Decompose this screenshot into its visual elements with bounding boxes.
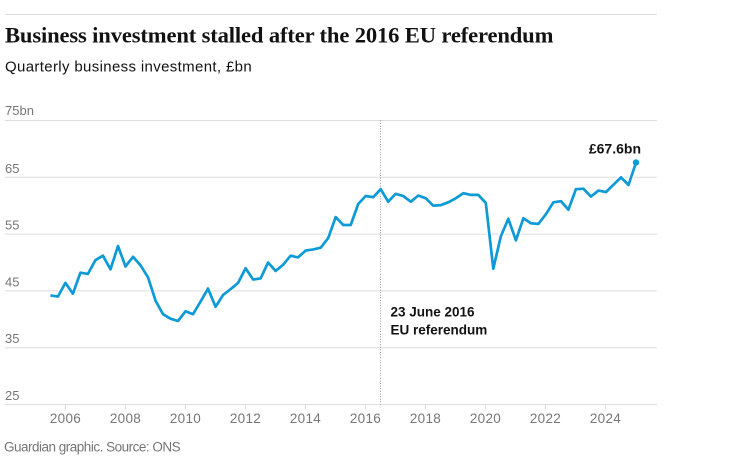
svg-text:25: 25 [5,388,19,403]
svg-text:2018: 2018 [410,411,441,426]
svg-text:Quarterly business investment,: Quarterly business investment, £bn [5,59,252,76]
svg-text:2022: 2022 [530,411,561,426]
svg-text:2024: 2024 [590,411,621,426]
svg-text:2020: 2020 [470,411,501,426]
svg-text:2012: 2012 [230,411,261,426]
svg-text:65: 65 [5,161,19,176]
svg-text:45: 45 [5,274,19,289]
svg-text:55: 55 [5,218,19,233]
svg-text:75bn: 75bn [5,103,34,118]
svg-text:23 June 2016: 23 June 2016 [391,304,476,319]
svg-text:2016: 2016 [350,411,381,426]
svg-text:£67.6bn: £67.6bn [589,140,641,156]
svg-text:Guardian graphic. Source: ONS: Guardian graphic. Source: ONS [4,440,181,455]
svg-text:35: 35 [5,331,19,346]
svg-text:Business investment stalled af: Business investment stalled after the 20… [5,23,554,48]
svg-text:2006: 2006 [50,411,81,426]
svg-text:2014: 2014 [290,411,321,426]
svg-text:EU referendum: EU referendum [391,322,488,337]
svg-text:2010: 2010 [170,411,201,426]
svg-text:2008: 2008 [110,411,141,426]
